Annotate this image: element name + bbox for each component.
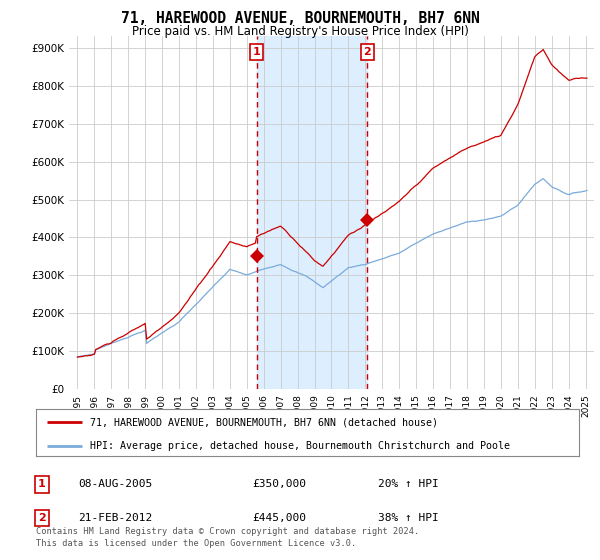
Text: 71, HAREWOOD AVENUE, BOURNEMOUTH, BH7 6NN (detached house): 71, HAREWOOD AVENUE, BOURNEMOUTH, BH7 6N… xyxy=(91,417,438,427)
Text: £445,000: £445,000 xyxy=(252,513,306,523)
Text: Price paid vs. HM Land Registry's House Price Index (HPI): Price paid vs. HM Land Registry's House … xyxy=(131,25,469,38)
Text: 2: 2 xyxy=(364,47,371,57)
Text: Contains HM Land Registry data © Crown copyright and database right 2024.
This d: Contains HM Land Registry data © Crown c… xyxy=(36,527,419,548)
Text: 38% ↑ HPI: 38% ↑ HPI xyxy=(378,513,439,523)
Text: 2: 2 xyxy=(38,513,46,523)
Text: 1: 1 xyxy=(253,47,260,57)
Text: 1: 1 xyxy=(38,479,46,489)
Text: £350,000: £350,000 xyxy=(252,479,306,489)
Text: 21-FEB-2012: 21-FEB-2012 xyxy=(78,513,152,523)
Text: 20% ↑ HPI: 20% ↑ HPI xyxy=(378,479,439,489)
Text: HPI: Average price, detached house, Bournemouth Christchurch and Poole: HPI: Average price, detached house, Bour… xyxy=(91,441,510,451)
Text: 08-AUG-2005: 08-AUG-2005 xyxy=(78,479,152,489)
Text: 71, HAREWOOD AVENUE, BOURNEMOUTH, BH7 6NN: 71, HAREWOOD AVENUE, BOURNEMOUTH, BH7 6N… xyxy=(121,11,479,26)
Bar xyxy=(257,36,367,389)
